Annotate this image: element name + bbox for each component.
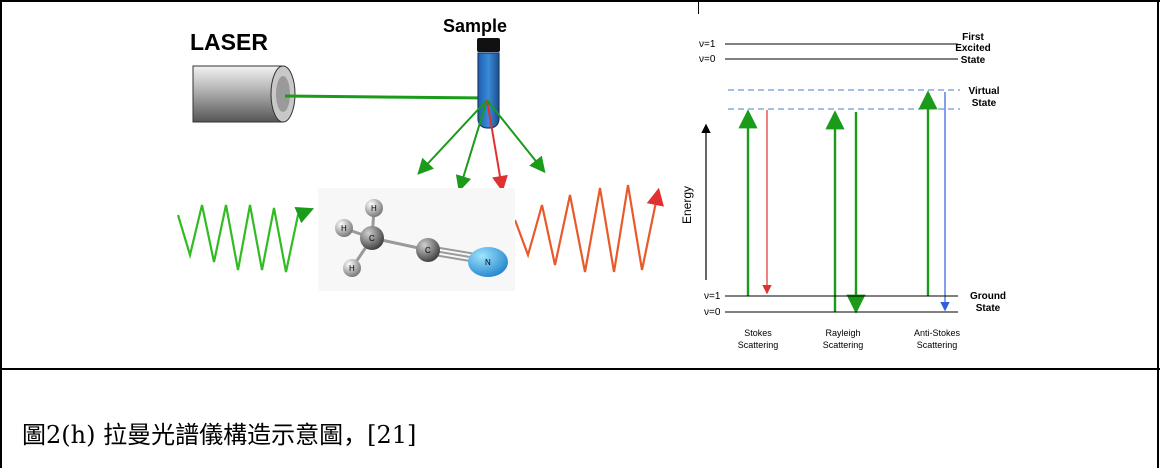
- first-excited-state-label-3: State: [961, 55, 986, 66]
- first-excited-state-label-1: First: [962, 32, 984, 43]
- figure-caption: 圖2(h) 拉曼光譜儀構造示意圖，[21]: [22, 421, 417, 449]
- anti-stokes-label-2: Scattering: [917, 340, 958, 350]
- energy-level-diagram: ν=1 ν=0 First Excited State Virtual Stat…: [680, 32, 1006, 350]
- frame-top-border: [0, 0, 1160, 2]
- atom-label-c2: C: [425, 246, 431, 255]
- laser-label: LASER: [190, 29, 268, 55]
- virtual-state-label-2: State: [972, 98, 997, 109]
- laser-beam: [284, 94, 488, 100]
- ground-state-label-1: Ground: [970, 291, 1006, 302]
- raman-diagram: LASER Sample: [176, 16, 1006, 350]
- level-label-excited-v0: ν=0: [699, 54, 716, 65]
- rayleigh-label-1: Rayleigh: [825, 328, 860, 338]
- first-excited-state-label-2: Excited: [955, 43, 991, 54]
- frame-top-divider: [698, 0, 699, 14]
- incident-wave: [176, 204, 315, 273]
- atom-label-n: N: [485, 258, 491, 267]
- virtual-state-label-1: Virtual: [969, 86, 1000, 97]
- level-label-ground-v0: ν=0: [704, 307, 721, 318]
- level-label-excited-v1: ν=1: [699, 39, 716, 50]
- atom-label-h2: H: [341, 224, 347, 233]
- energy-axis-label: Energy: [680, 186, 694, 224]
- frame-left-border: [0, 0, 2, 468]
- stokes-label-1: Stokes: [744, 328, 772, 338]
- scattered-wave: [513, 184, 664, 273]
- molecule: H H H C C N: [318, 188, 515, 291]
- stokes-label-2: Scattering: [738, 340, 779, 350]
- atom-label-h1: H: [371, 204, 377, 213]
- frame-right-border: [1157, 0, 1159, 468]
- rayleigh-label-2: Scattering: [823, 340, 864, 350]
- ground-state-label-2: State: [976, 303, 1001, 314]
- atom-label-h3: H: [349, 264, 355, 273]
- frame-middle-border: [0, 368, 1160, 370]
- sample-label: Sample: [443, 16, 507, 36]
- level-label-ground-v1: ν=1: [704, 291, 721, 302]
- laser-device: [192, 65, 296, 123]
- anti-stokes-label-1: Anti-Stokes: [914, 328, 961, 338]
- atom-label-c1: C: [369, 234, 375, 243]
- scattered-beams: [417, 99, 546, 192]
